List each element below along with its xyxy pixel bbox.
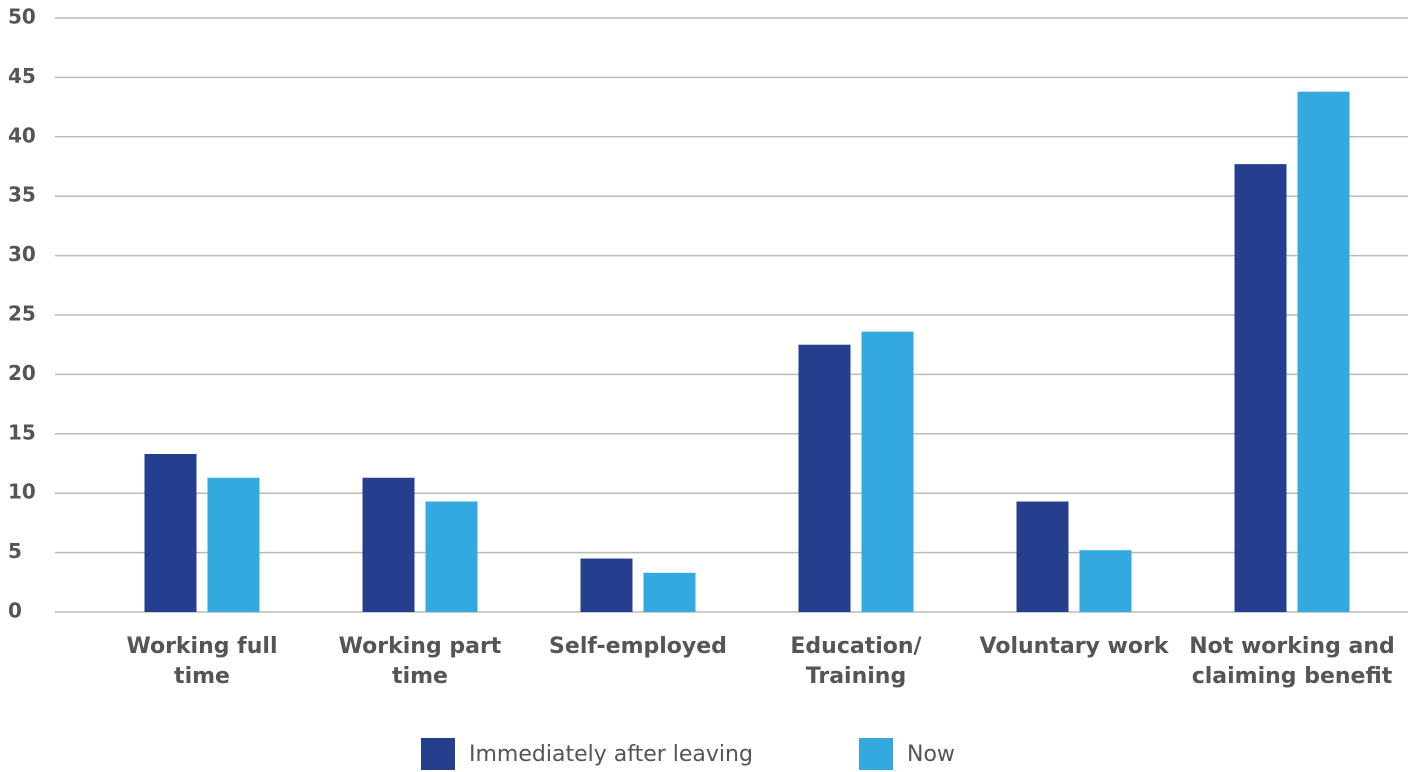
y-tick-label: 0: [8, 599, 22, 623]
bar: [1234, 164, 1287, 612]
bar: [643, 572, 696, 612]
bar: [425, 501, 478, 612]
y-tick-label: 35: [8, 183, 36, 207]
y-tick-label: 45: [8, 64, 36, 88]
bar: [861, 331, 914, 612]
y-tick-label: 25: [8, 302, 36, 326]
bar: [1297, 91, 1350, 612]
legend-swatch: [859, 738, 893, 770]
x-tick-label: Working full time: [126, 634, 278, 689]
bar: [1016, 501, 1069, 612]
y-tick-label: 40: [8, 123, 36, 147]
x-tick-label: Self-employed: [549, 634, 727, 659]
bar: [144, 453, 197, 612]
x-tick-label: Education/ Training: [790, 634, 922, 689]
bar: [580, 558, 633, 612]
y-tick-label: 15: [8, 420, 36, 444]
y-tick-label: 50: [8, 5, 36, 29]
y-tick-label: 30: [8, 242, 36, 266]
legend-swatch: [421, 738, 455, 770]
y-tick-label: 5: [8, 539, 22, 563]
x-tick-label: Working part time: [338, 634, 502, 689]
bar: [207, 477, 260, 612]
legend-label: Now: [907, 742, 955, 767]
bar: [362, 477, 415, 612]
y-tick-label: 10: [8, 480, 36, 504]
legend-label: Immediately after leaving: [469, 742, 753, 767]
y-tick-label: 20: [8, 361, 36, 385]
bar: [1079, 550, 1132, 612]
x-tick-label: Voluntary work: [979, 634, 1169, 659]
bar: [798, 344, 851, 612]
x-tick-label: Not working and claiming benefit: [1189, 634, 1395, 689]
